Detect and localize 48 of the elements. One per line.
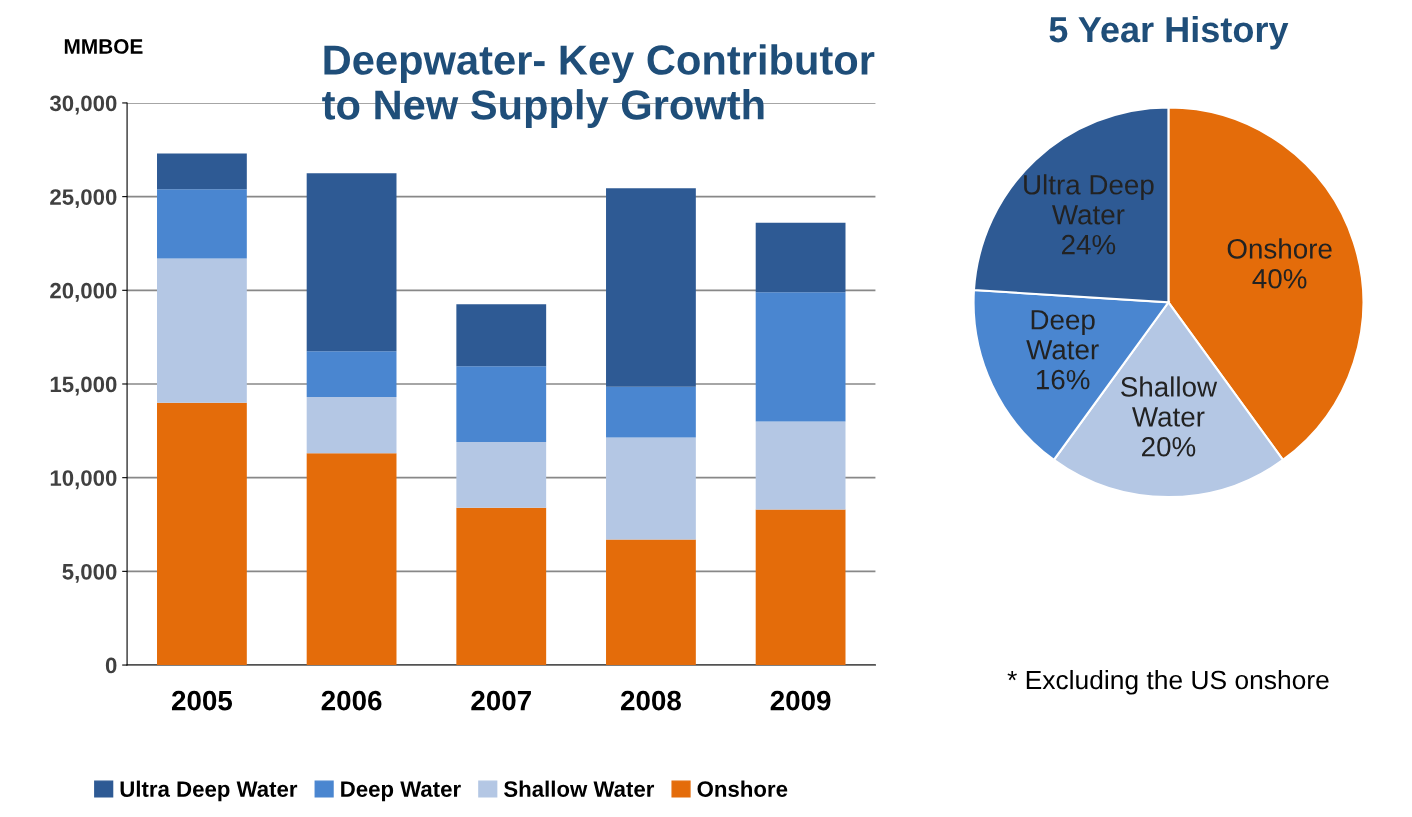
bar <box>157 258 247 403</box>
bar <box>456 304 547 367</box>
bar <box>755 222 846 293</box>
x-tick-label: 2008 <box>621 690 681 711</box>
bar <box>606 386 696 438</box>
bar <box>306 351 397 398</box>
slice-label: Shallow Water <box>1121 376 1218 427</box>
slice-label: Ultra Deep Water <box>1024 174 1154 225</box>
bar <box>306 397 397 454</box>
legend-label: Onshore <box>697 780 788 797</box>
y-tick-label: 30,000 <box>49 95 117 115</box>
legend-label: Ultra Deep Water <box>120 780 298 802</box>
text: * Excluding the US onshore <box>1007 669 1329 695</box>
bar <box>456 442 547 508</box>
x-tick-label: 2006 <box>321 690 382 711</box>
x-tick-label: 2009 <box>770 690 831 711</box>
chart-title: Deepwater- Key Contributor to New Supply Growth <box>322 44 875 128</box>
legend-label: Deep Water <box>341 781 461 802</box>
y-tick-label: 5,000 <box>62 563 117 583</box>
x-tick-label: 2005 <box>171 690 233 711</box>
chart-title: 5 Year History <box>1049 15 1289 50</box>
slice-label: Deep Water <box>1026 310 1099 360</box>
bar <box>606 539 696 666</box>
y-tick-label: 10,000 <box>50 470 117 490</box>
y-tick-label: 0 <box>105 657 117 674</box>
y-tick-label: 15,000 <box>50 376 117 396</box>
legend-label: Shallow Water <box>503 780 655 797</box>
data-label: 40% <box>1252 268 1307 289</box>
y-tick-label: 20,000 <box>50 282 117 302</box>
bar <box>606 188 696 387</box>
data-label: 16% <box>1036 369 1090 390</box>
y-axis-title: MMBOE <box>64 39 143 54</box>
y-tick-label: 25,000 <box>50 189 117 209</box>
bar <box>306 173 397 352</box>
data-label: 24% <box>1062 234 1116 255</box>
bar <box>306 453 397 666</box>
bar <box>755 509 846 666</box>
bar <box>157 153 247 190</box>
bar <box>606 437 696 540</box>
bar <box>755 421 846 510</box>
bar <box>456 366 547 443</box>
bar <box>456 507 547 666</box>
data-label: 20% <box>1142 436 1196 457</box>
bar <box>157 189 247 259</box>
bar <box>755 292 846 422</box>
slice-label: Onshore <box>1227 238 1332 259</box>
bar <box>157 402 247 666</box>
x-tick-label: 2007 <box>471 690 531 711</box>
